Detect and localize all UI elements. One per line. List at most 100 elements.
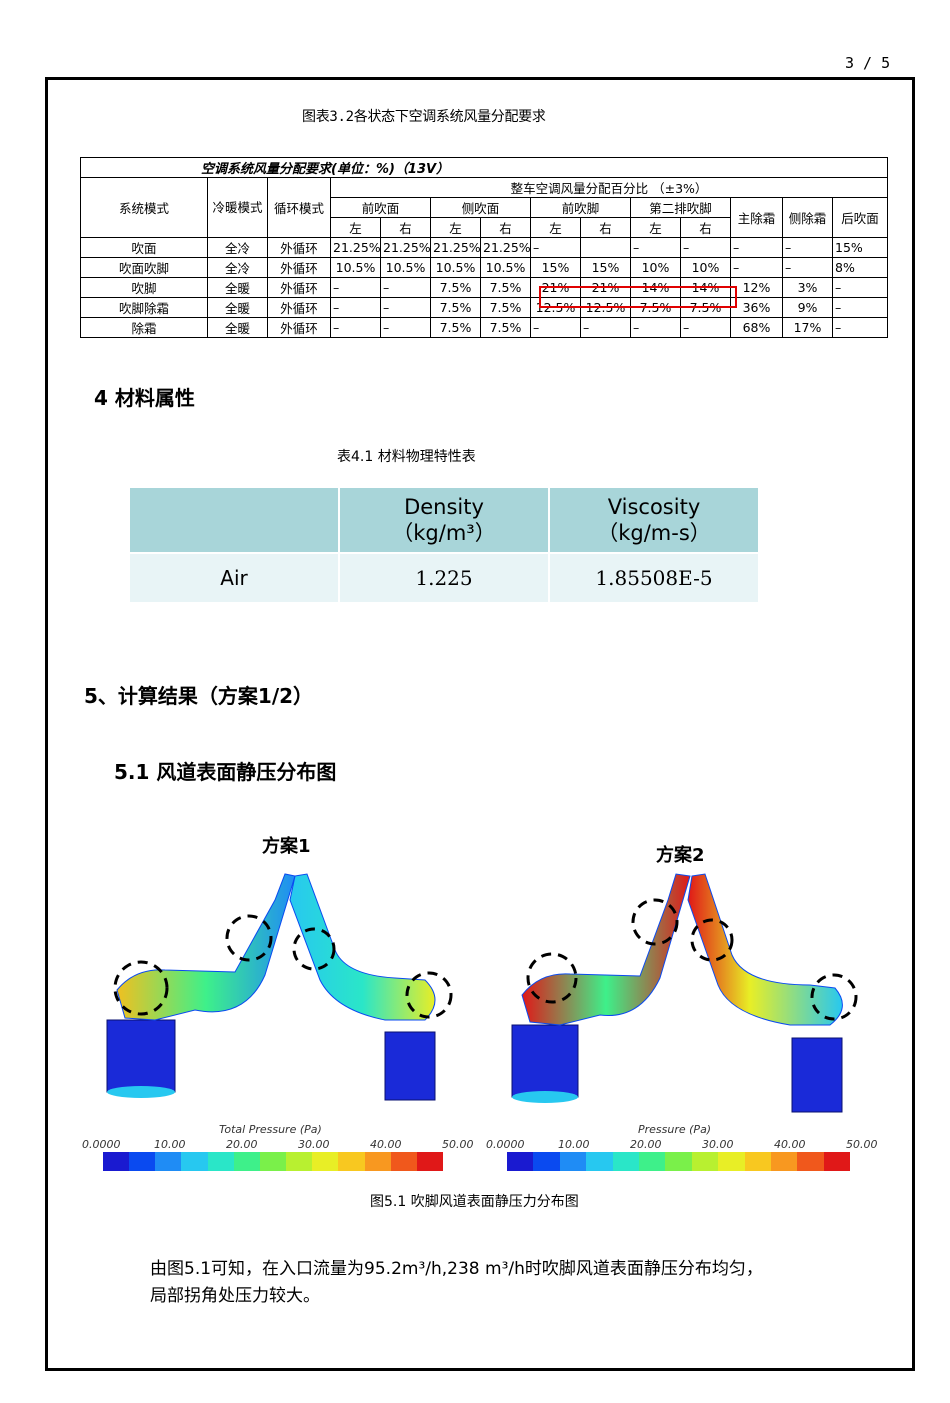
lr-left: 左 xyxy=(630,217,681,238)
table-cell: 10.5% xyxy=(480,257,531,278)
material-properties-table: Density （kg/m³） Viscosity （kg/m-s） Air 1… xyxy=(128,486,760,604)
plan-1-label: 方案1 xyxy=(262,836,311,857)
table-3-2-caption: 图表3.2各状态下空调系统风量分配要求 xyxy=(302,109,546,125)
lr-right: 右 xyxy=(580,217,631,238)
table-cell: 21.25% xyxy=(380,237,431,258)
page-frame xyxy=(45,77,915,1371)
colorbar-tick-label: 50.00 xyxy=(442,1138,474,1151)
colorbar-tick-label: 40.00 xyxy=(774,1138,806,1151)
lr-right: 右 xyxy=(680,217,731,238)
table-cell: 17% xyxy=(782,317,833,338)
lr-left: 左 xyxy=(330,217,381,238)
colorbar-swatch xyxy=(638,1152,666,1171)
colorbar-tick-label: 0.0000 xyxy=(82,1138,121,1151)
colorbar-swatch xyxy=(181,1152,208,1171)
table-cell: – xyxy=(730,257,783,278)
col-system-mode: 系统模式 xyxy=(80,177,208,238)
table-cell: 全暖 xyxy=(207,317,268,338)
section-4-heading: 4 材料属性 xyxy=(94,386,195,410)
table-cell: 7.5% xyxy=(430,277,481,298)
plan-2-label: 方案2 xyxy=(656,845,705,866)
table-cell: 7.5% xyxy=(480,297,531,318)
table-cell: 外循环 xyxy=(267,317,331,338)
table-cell: 3% xyxy=(782,277,833,298)
colorbar-swatch xyxy=(103,1152,130,1171)
colorbar-swatch xyxy=(507,1152,534,1171)
colorbar-swatch xyxy=(286,1152,313,1171)
colorbar-swatch xyxy=(559,1152,587,1171)
page-number: 3 / 5 xyxy=(845,54,891,72)
highlight-box xyxy=(539,286,737,308)
group-title: 整车空调风量分配百分比 （±3%） xyxy=(329,177,889,198)
mat-header-density: Density （kg/m³） xyxy=(338,486,550,554)
table-cell: 21.25% xyxy=(330,237,381,258)
table-cell: 吹面吹脚 xyxy=(80,257,208,278)
table-cell: 12% xyxy=(730,277,783,298)
col-main-defrost: 主除霜 xyxy=(730,197,783,238)
colorbar-swatch xyxy=(207,1152,234,1171)
table-cell: – xyxy=(782,237,833,258)
table-cell: 全暖 xyxy=(207,277,268,298)
legend-1-ticks: 0.0000 10.00 20.00 30.00 40.00 50.00 xyxy=(82,1138,474,1152)
colorbar-swatch xyxy=(364,1152,391,1171)
group-front-foot: 前吹脚 xyxy=(530,197,631,218)
table-row: 吹面吹脚 全冷 外循环 10.5% 10.5% 10.5% 10.5% 15% 15% 10% 10… xyxy=(80,257,889,278)
conclusion-line-1: 由图5.1可知，在入口流量为95.2m³/h,238 m³/h时吹脚风道表面静压… xyxy=(150,1259,763,1279)
table-cell: 外循环 xyxy=(267,257,331,278)
table-cell: 10.5% xyxy=(380,257,431,278)
table-cell: 8% xyxy=(831,257,889,278)
colorbar-swatch xyxy=(416,1152,444,1171)
section-5-heading: 5、计算结果（方案1/2） xyxy=(84,684,314,708)
colorbar-swatch xyxy=(233,1152,260,1171)
mat-density-value: 1.225 xyxy=(338,552,550,604)
figure-5-1-caption: 图5.1 吹脚风道表面静压力分布图 xyxy=(370,1194,579,1210)
col-circulation-mode: 循环模式 xyxy=(267,177,331,238)
colorbar-swatch xyxy=(744,1152,771,1171)
table-cell xyxy=(580,237,631,258)
table-cell: 10% xyxy=(680,257,731,278)
table-cell: 10.5% xyxy=(330,257,381,278)
table-cell: – xyxy=(380,317,431,338)
table-cell: 全冷 xyxy=(207,237,268,258)
colorbar-swatch xyxy=(390,1152,417,1171)
table-cell: 全暖 xyxy=(207,297,268,318)
table-4-1-caption: 表4.1 材料物理特性表 xyxy=(337,449,476,465)
lr-right: 右 xyxy=(380,217,431,238)
colorbar-tick-label: 20.00 xyxy=(226,1138,258,1151)
table-cell: – xyxy=(330,297,381,318)
table-cell: 7.5% xyxy=(480,317,531,338)
table-cell: 7.5% xyxy=(430,297,481,318)
colorbar-swatch xyxy=(770,1152,798,1171)
table-row: 吹脚除霜 全暖 外循环 – –7.5% 7.5% 12.5% 12.5% 7.5% 7.5% 36%… xyxy=(80,297,889,318)
table-cell: – xyxy=(782,257,833,278)
table-cell: 全冷 xyxy=(207,257,268,278)
colorbar-tick-label: 20.00 xyxy=(630,1138,662,1151)
conclusion-line-2: 局部拐角处压力较大。 xyxy=(150,1286,320,1306)
table-cell: – xyxy=(580,317,631,338)
colorbar-swatch xyxy=(129,1152,156,1171)
lr-right: 右 xyxy=(480,217,531,238)
colorbar-swatch xyxy=(338,1152,365,1171)
mat-header-empty xyxy=(128,486,340,554)
table-cell: 除霜 xyxy=(80,317,208,338)
table-row: 吹面 全冷 外循环 21.25% 21.25% 21.25% 21.25% – – – – –15% xyxy=(80,237,889,258)
table-cell: – xyxy=(330,317,381,338)
table-cell: 外循环 xyxy=(267,277,331,298)
table-cell: – xyxy=(630,237,681,258)
colorbar-swatch xyxy=(797,1152,824,1171)
table-cell: 10.5% xyxy=(430,257,481,278)
table-cell: 7.5% xyxy=(480,277,531,298)
col-heat-cool-mode: 冷暖模式 xyxy=(207,177,268,238)
col-rear-face: 后吹面 xyxy=(831,197,889,238)
table-cell: 68% xyxy=(730,317,783,338)
table-cell: – xyxy=(680,237,731,258)
table-cell: 15% xyxy=(530,257,581,278)
mat-name: Air xyxy=(128,552,340,604)
table-cell: 吹脚除霜 xyxy=(80,297,208,318)
mat-viscosity-value: 1.85508E-5 xyxy=(548,552,760,604)
legend-1-title: Total Pressure (Pa) xyxy=(219,1123,322,1136)
legend-2-title: Pressure (Pa) xyxy=(638,1123,712,1136)
colorbar-swatch xyxy=(259,1152,287,1171)
colorbar-tick-label: 40.00 xyxy=(370,1138,402,1151)
table-cell: 15% xyxy=(580,257,631,278)
